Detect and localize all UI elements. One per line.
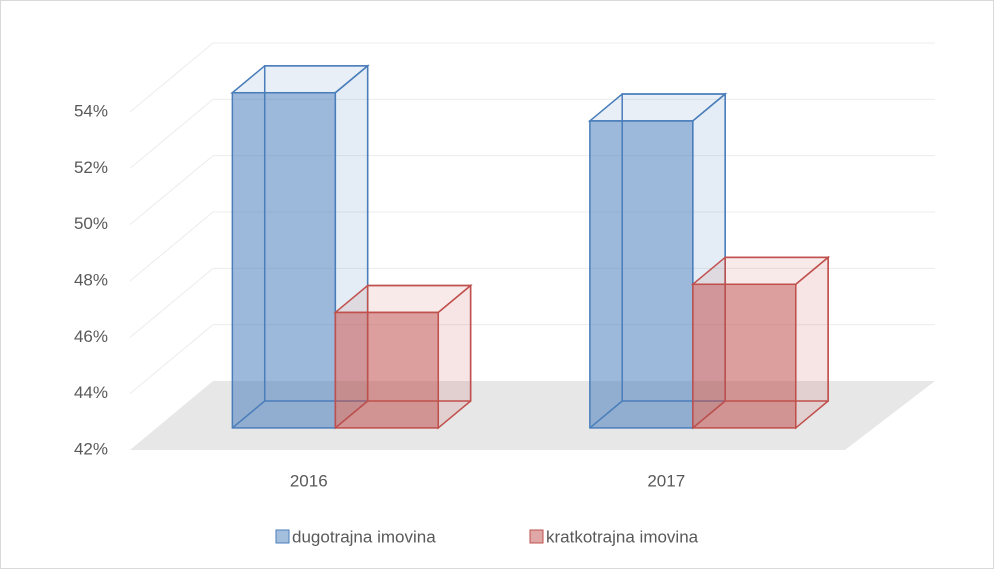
legend-label: kratkotrajna imovina — [546, 527, 699, 546]
y-tick-label: 46% — [74, 327, 108, 346]
legend-swatch — [275, 529, 290, 544]
x-tick-label: 2016 — [290, 471, 328, 490]
y-tick-label: 52% — [74, 158, 108, 177]
legend-swatch — [529, 529, 544, 544]
y-tick-label: 48% — [74, 270, 108, 289]
grid-line-side — [129, 324, 214, 395]
y-tick-label: 50% — [74, 214, 108, 233]
bar — [589, 120, 694, 429]
legend-label: dugotrajna imovina — [292, 527, 436, 546]
grid-line-side — [129, 267, 214, 338]
grid-line-side — [129, 211, 214, 282]
y-tick-label: 44% — [74, 383, 108, 402]
y-tick-label: 42% — [74, 439, 108, 458]
grid-line-side — [129, 42, 214, 113]
bar — [334, 311, 440, 429]
grid-line-side — [129, 98, 214, 169]
y-tick-label: 54% — [74, 101, 108, 120]
grid-line-side — [129, 155, 214, 226]
bar-side — [795, 255, 829, 430]
bar — [231, 91, 337, 429]
x-tick-label: 2017 — [647, 471, 685, 490]
bar — [692, 283, 797, 429]
